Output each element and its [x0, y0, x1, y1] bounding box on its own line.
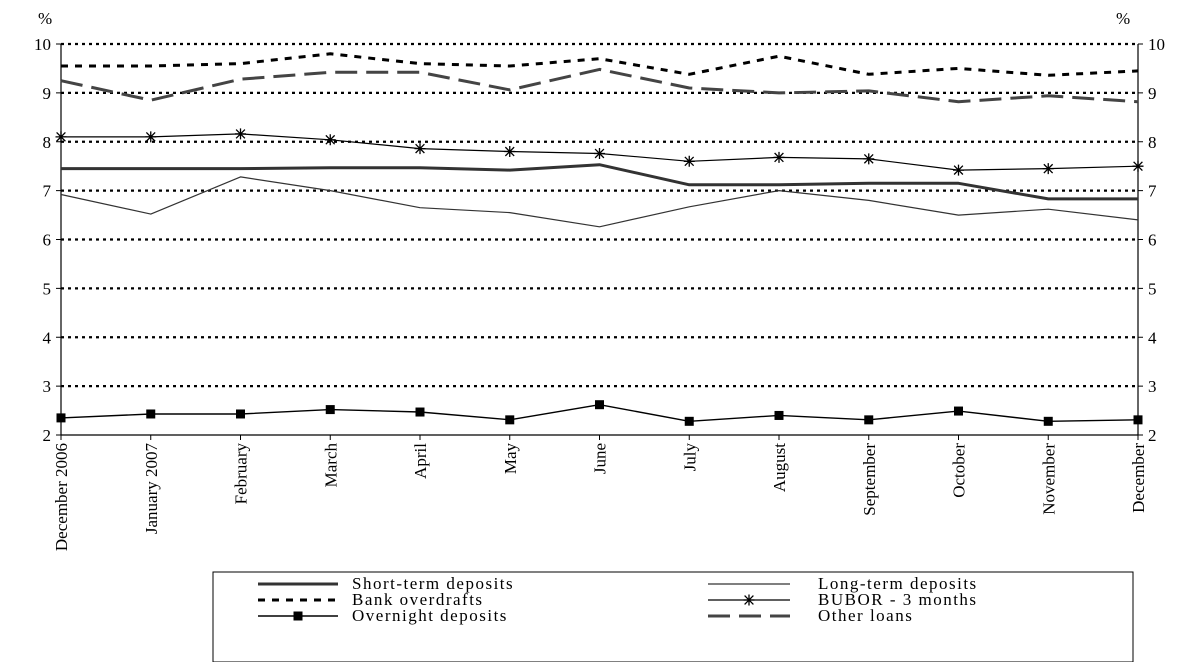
- y-tick-label-right: 5: [1148, 279, 1157, 298]
- data-point: [594, 147, 605, 159]
- y-tick-label-right: 8: [1148, 133, 1157, 152]
- legend: Short-term deposits Long-term deposits Ban…: [212, 571, 1134, 662]
- x-tick-label: February: [232, 443, 251, 505]
- x-tick-label: January 2007: [142, 443, 161, 535]
- series-bubor-3-months: [55, 128, 1144, 176]
- y-tick-label-left: 9: [43, 84, 52, 103]
- axes: [56, 43, 1143, 440]
- data-point: [414, 143, 426, 155]
- data-point: [595, 400, 604, 410]
- data-point: [1042, 163, 1054, 175]
- data-point: [683, 155, 695, 167]
- y-tick-label-left: 8: [43, 133, 52, 152]
- legend-box: [212, 571, 1134, 662]
- y-tick-label-right: 9: [1148, 84, 1157, 103]
- x-tick-label: September: [860, 443, 879, 516]
- data-point: [324, 134, 336, 146]
- y-tick-label-left: 3: [43, 377, 52, 396]
- legend-label: Short-term deposits: [352, 574, 514, 593]
- y-tick-label-right: 7: [1148, 182, 1157, 201]
- legend-marker: [293, 611, 303, 621]
- legend-label: Bank overdrafts: [352, 590, 484, 609]
- data-point: [415, 407, 425, 417]
- series-line: [60, 176, 1139, 228]
- legend-item: Overnight deposits: [258, 606, 508, 625]
- series-bank-overdrafts: [61, 52, 1139, 77]
- legend-item: Other loans: [708, 606, 913, 625]
- legend-label: Other loans: [818, 606, 913, 625]
- x-tick-label: December 2006: [52, 443, 71, 551]
- x-tick-label: August: [770, 443, 789, 492]
- y-unit-left: %: [38, 9, 52, 28]
- y-tick-label-right: 10: [1148, 35, 1165, 54]
- data-point: [325, 405, 335, 415]
- series-other-loans: [60, 67, 1139, 104]
- data-point: [863, 153, 875, 165]
- legend-label: Overnight deposits: [352, 606, 508, 625]
- legend-label: BUBOR - 3 months: [818, 590, 978, 609]
- gridlines: [61, 42, 1138, 388]
- series-short-term-deposits: [61, 163, 1138, 201]
- data-point: [146, 409, 156, 419]
- data-point: [684, 416, 694, 426]
- series-long-term-deposits: [60, 176, 1139, 228]
- y-tick-labels: 2 2 3 3 4 4 5 5 6 6 7 7 8 8 9 9 10 10: [34, 35, 1165, 445]
- y-tick-label-left: 4: [43, 328, 52, 347]
- data-point: [505, 415, 515, 425]
- x-tick-labels: December 2006 January 2007 February March Ap…: [52, 443, 1148, 552]
- y-tick-label-left: 5: [43, 279, 52, 298]
- data-point: [235, 128, 246, 140]
- data-point: [1043, 416, 1053, 426]
- legend-item: Bank overdrafts: [258, 590, 484, 609]
- series-overnight-deposits: [56, 400, 1143, 426]
- y-tick-label-left: 7: [43, 182, 52, 201]
- series-line: [61, 163, 1138, 201]
- x-tick-label: April: [411, 443, 430, 479]
- data-point: [145, 131, 157, 143]
- x-tick-label: November: [1039, 443, 1058, 515]
- y-tick-label-right: 6: [1148, 231, 1157, 250]
- data-point: [1132, 160, 1144, 172]
- legend-item: BUBOR - 3 months: [708, 590, 978, 609]
- x-tick-label: June: [591, 443, 610, 474]
- data-point: [504, 146, 516, 158]
- data-point: [236, 409, 245, 419]
- x-tick-label: December: [1129, 443, 1148, 513]
- data-series: [55, 52, 1144, 426]
- x-tick-label: July: [680, 443, 699, 472]
- y-tick-label-right: 3: [1148, 377, 1157, 396]
- legend-marker: [743, 594, 755, 606]
- x-tick-label: October: [950, 443, 969, 498]
- y-tick-label-right: 4: [1148, 328, 1157, 347]
- data-point: [55, 131, 67, 143]
- data-point: [774, 410, 784, 420]
- data-point: [773, 151, 785, 163]
- legend-item: Short-term deposits: [258, 574, 514, 593]
- data-point: [954, 406, 963, 416]
- x-tick-label: May: [501, 443, 520, 475]
- y-tick-label-left: 6: [43, 231, 52, 250]
- y-tick-label-left: 10: [34, 35, 51, 54]
- x-tick-label: March: [321, 443, 340, 488]
- data-point: [953, 164, 964, 176]
- legend-item: Long-term deposits: [708, 574, 978, 593]
- y-unit-right: %: [1116, 9, 1130, 28]
- data-point: [1133, 415, 1143, 425]
- legend-label: Long-term deposits: [818, 574, 978, 593]
- series-line: [61, 52, 1139, 77]
- y-tick-label-right: 2: [1148, 426, 1157, 445]
- data-point: [56, 413, 66, 423]
- y-tick-label-left: 2: [43, 426, 52, 445]
- data-point: [864, 415, 874, 425]
- series-line: [60, 67, 1139, 104]
